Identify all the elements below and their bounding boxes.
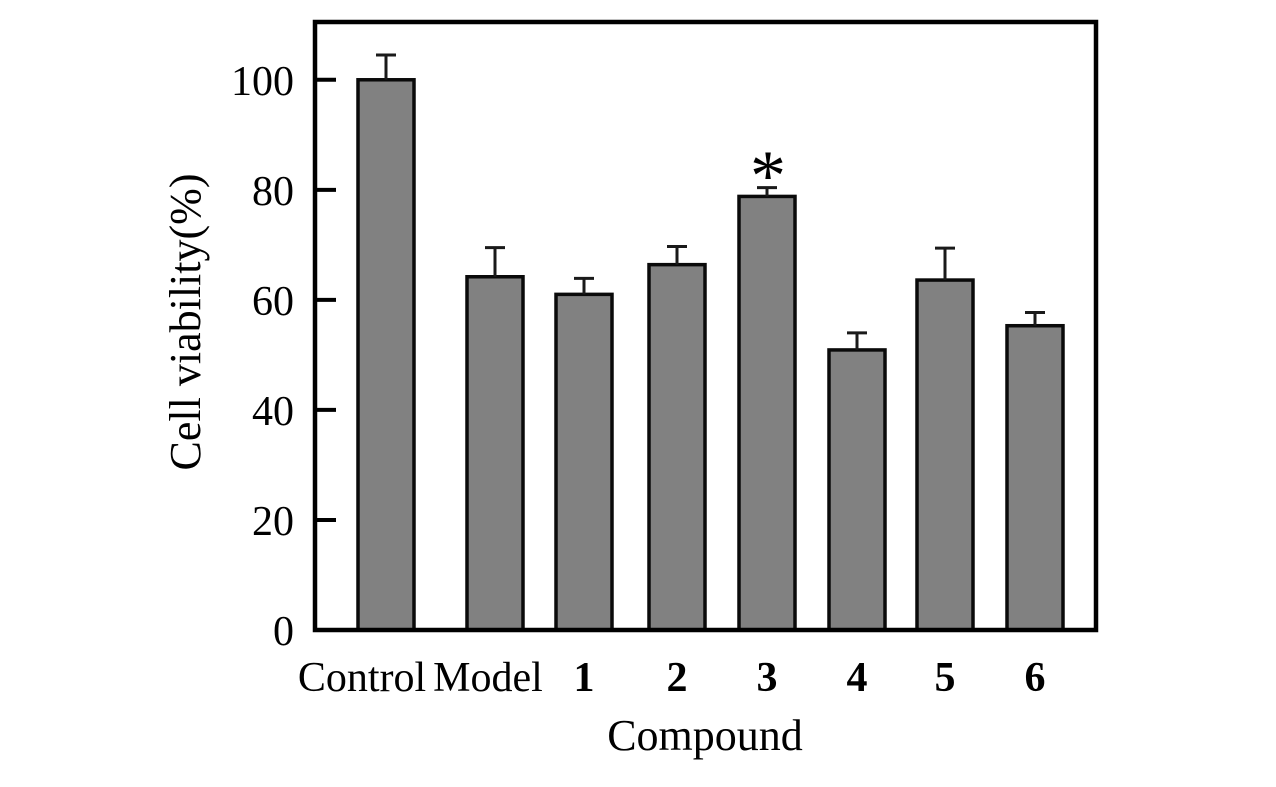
x-category-label-control: Control xyxy=(298,655,426,701)
x-category-label-2: 2 xyxy=(667,655,688,701)
y-tick-label-0: 0 xyxy=(273,609,294,655)
bar-5 xyxy=(915,278,975,632)
bar-1 xyxy=(554,292,614,632)
plot-box xyxy=(312,19,1099,633)
x-category-label-4: 4 xyxy=(847,655,868,701)
x-category-label-6: 6 xyxy=(1025,655,1046,701)
x-category-label-1: 1 xyxy=(574,655,595,701)
y-axis-title: Cell viability(%) xyxy=(161,174,210,471)
x-category-label-5: 5 xyxy=(935,655,956,701)
bar-3 xyxy=(737,194,797,632)
significance-asterisk: * xyxy=(750,136,786,216)
bar-model xyxy=(465,275,525,632)
bar-2 xyxy=(647,262,707,632)
y-tick-label-40: 40 xyxy=(252,389,294,435)
y-tick-label-60: 60 xyxy=(252,279,294,325)
bar-6 xyxy=(1005,323,1065,632)
x-category-label-3: 3 xyxy=(757,655,778,701)
bar-4 xyxy=(827,348,887,632)
x-category-label-model: Model xyxy=(433,655,543,701)
y-tick-label-20: 20 xyxy=(252,499,294,545)
y-tick-label-80: 80 xyxy=(252,169,294,215)
x-axis-title: Compound xyxy=(607,711,803,760)
y-tick-label-100: 100 xyxy=(231,59,294,105)
bar-control xyxy=(356,78,416,632)
